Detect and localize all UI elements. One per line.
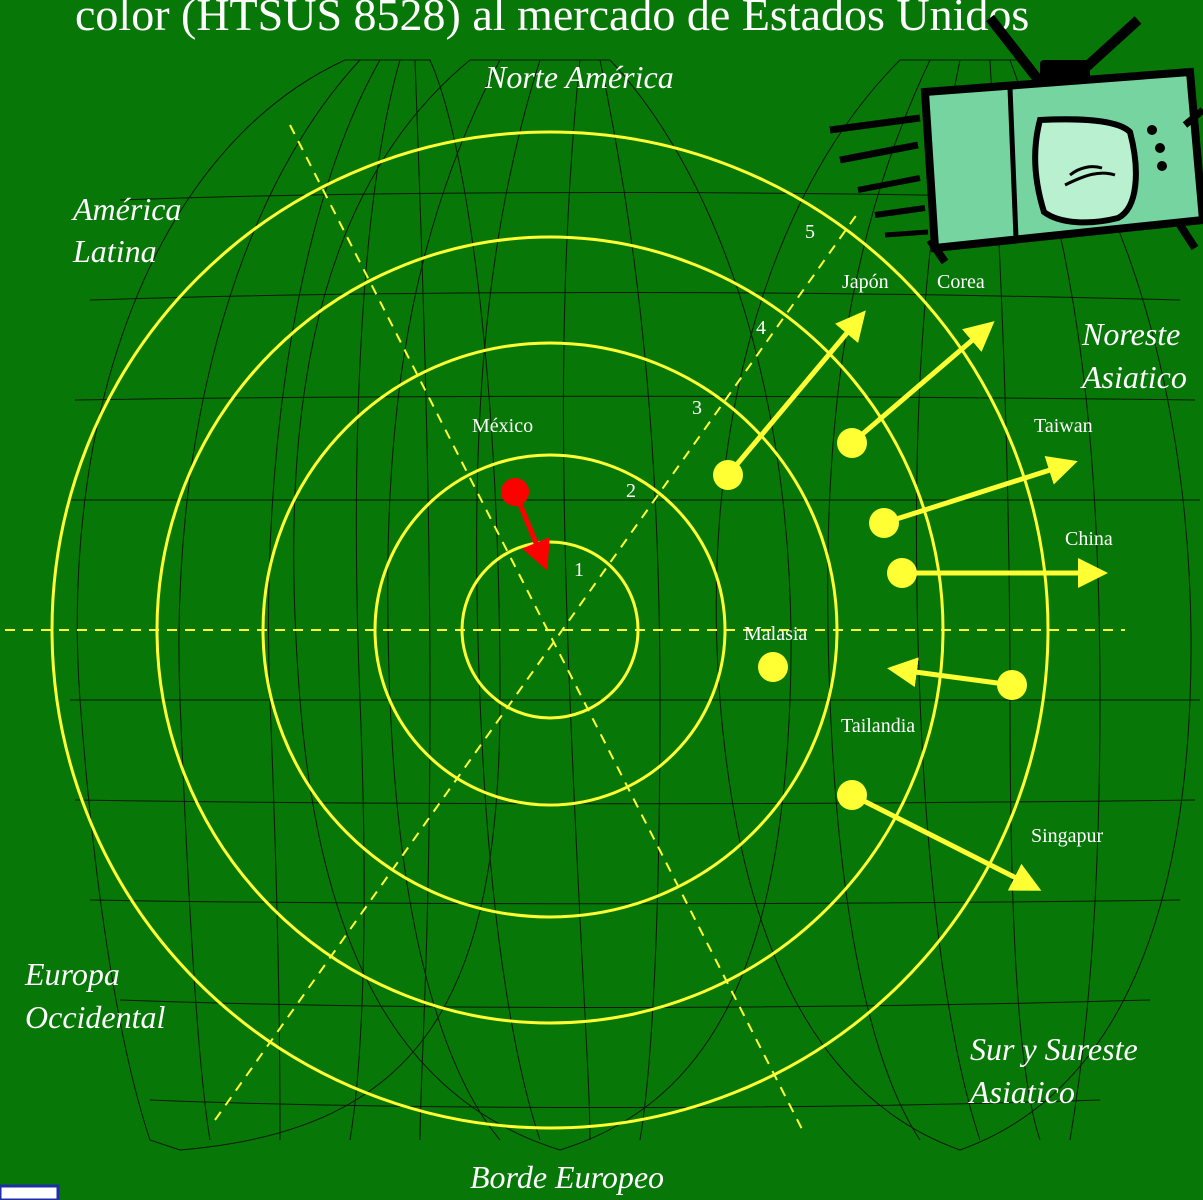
arrow-taiwan [883, 456, 1078, 526]
corner-button[interactable] [0, 1184, 60, 1200]
ring-2 [373, 453, 727, 807]
country-mexico: México [472, 415, 533, 437]
ring-numbers: 1 2 3 4 5 [574, 221, 815, 581]
region-latin-america-line-2: Latina [72, 233, 157, 269]
country-korea: Corea [937, 271, 985, 293]
region-northeast-asia-line-2: Asiatico [1080, 359, 1187, 395]
arrow-korea [850, 321, 995, 445]
diagonal-axis-sw-ne [214, 209, 861, 1121]
arrow-singapore [850, 792, 1042, 891]
region-european-border: Borde Europeo [470, 1159, 664, 1195]
ring-number-2: 2 [626, 480, 636, 502]
region-latin-america-line-1: América [71, 191, 181, 227]
diagonal-axis-nw-se [289, 124, 806, 1136]
arrow-thailand [887, 657, 1013, 688]
marker-taiwan-origin [869, 508, 899, 538]
country-taiwan: Taiwan [1034, 415, 1093, 437]
country-singapore: Singapur [1031, 825, 1104, 847]
ring-1 [460, 540, 640, 720]
page-title: color (HTSUS 8528) al mercado de Estados… [75, 0, 1029, 40]
country-malaysia: Malasia [744, 623, 807, 645]
television-icon [829, 14, 1203, 265]
ring-3 [261, 341, 839, 919]
ring-number-1: 1 [574, 559, 584, 581]
country-thailand: Tailandia [841, 715, 915, 737]
country-labels: México Japón Corea Taiwan China Malasia … [472, 271, 1113, 847]
ring-number-4: 4 [756, 317, 766, 339]
ring-number-3: 3 [692, 397, 702, 419]
marker-japan-origin [713, 460, 743, 490]
ring-4 [155, 235, 945, 1025]
ring-5 [50, 130, 1050, 1130]
country-china: China [1065, 528, 1113, 550]
country-japan: Japón [842, 271, 889, 293]
marker-singapore-origin [837, 780, 867, 810]
region-north-america: Norte América [484, 59, 674, 95]
country-markers [713, 428, 1027, 810]
dashed-axes [5, 124, 1125, 1136]
ring-number-5: 5 [805, 221, 815, 243]
concentric-rings [50, 130, 1050, 1130]
region-south-southeast-asia-line-2: Asiatico [968, 1074, 1075, 1110]
region-south-southeast-asia-line-1: Sur y Sureste [970, 1031, 1138, 1067]
region-western-europe-line-1: Europa [24, 956, 120, 992]
marker-malaysia [758, 652, 788, 682]
marker-china-origin [887, 558, 917, 588]
left-gore [76, 59, 501, 1151]
marker-thailand-origin [997, 670, 1027, 700]
region-western-europe-line-2: Occidental [25, 999, 166, 1035]
marker-mexico [501, 478, 529, 506]
movement-arrows [726, 310, 1108, 891]
region-labels: Norte América América Latina Noreste Asi… [24, 59, 1187, 1195]
region-northeast-asia-line-1: Noreste [1081, 316, 1180, 352]
marker-korea-origin [837, 428, 867, 458]
arrow-japan [726, 310, 866, 477]
